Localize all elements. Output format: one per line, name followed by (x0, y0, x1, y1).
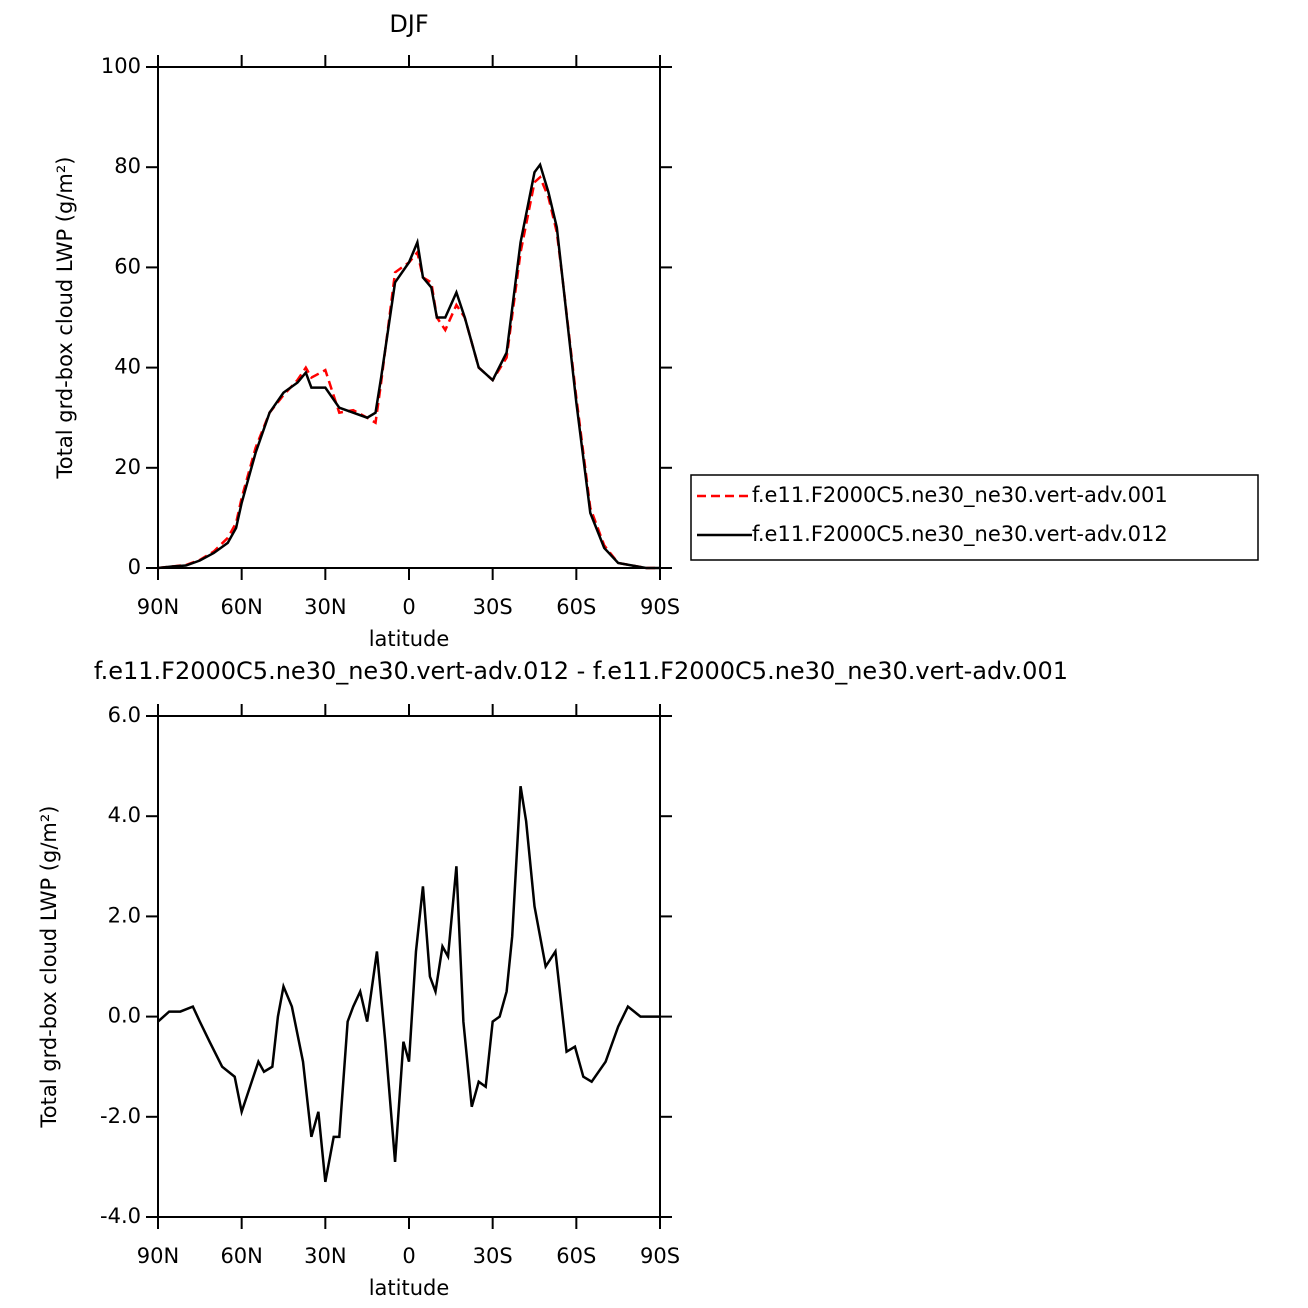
legend-label: f.e11.F2000C5.ne30_ne30.vert-adv.012 (752, 522, 1168, 547)
data-line (157, 175, 660, 570)
x-axis-label: latitude (369, 627, 450, 651)
y-axis-label: Total grd-box cloud LWP (g/m²) (37, 806, 61, 1129)
y-tick-label: -4.0 (100, 1204, 141, 1228)
y-tick-label: 6.0 (108, 703, 141, 727)
x-tick-label: 30S (473, 1244, 513, 1268)
chart-title: DJF (389, 10, 428, 38)
y-tick-label: -2.0 (100, 1104, 141, 1128)
x-tick-label: 90N (137, 595, 179, 619)
y-tick-label: 2.0 (108, 903, 141, 927)
y-axis-label: Total grd-box cloud LWP (g/m²) (53, 157, 77, 480)
x-tick-label: 30N (304, 595, 346, 619)
legend-box (690, 474, 1259, 561)
y-tick-label: 4.0 (108, 803, 141, 827)
data-line (157, 785, 660, 1183)
y-tick-label: 100 (101, 54, 141, 78)
y-tick-label: 80 (114, 154, 141, 178)
legend-label: f.e11.F2000C5.ne30_ne30.vert-adv.001 (752, 483, 1168, 508)
x-tick-label: 30N (304, 1244, 346, 1268)
plot-frame (157, 715, 661, 1218)
chart-title: f.e11.F2000C5.ne30_ne30.vert-adv.012 - f… (94, 657, 1068, 685)
x-tick-label: 0 (402, 1244, 415, 1268)
y-tick-label: 40 (114, 355, 141, 379)
x-tick-label: 60N (220, 1244, 262, 1268)
x-tick-label: 60S (556, 1244, 596, 1268)
plot-frame (157, 66, 661, 569)
x-tick-label: 0 (402, 595, 415, 619)
x-tick-label: 90S (640, 1244, 680, 1268)
x-axis-label: latitude (369, 1276, 450, 1300)
x-tick-label: 90N (137, 1244, 179, 1268)
x-tick-label: 60S (556, 595, 596, 619)
y-tick-label: 20 (114, 455, 141, 479)
y-tick-label: 0.0 (108, 1004, 141, 1028)
y-tick-label: 0 (128, 555, 141, 579)
x-tick-label: 90S (640, 595, 680, 619)
x-tick-label: 30S (473, 595, 513, 619)
x-tick-label: 60N (220, 595, 262, 619)
y-tick-label: 60 (114, 254, 141, 278)
data-line (157, 161, 660, 570)
